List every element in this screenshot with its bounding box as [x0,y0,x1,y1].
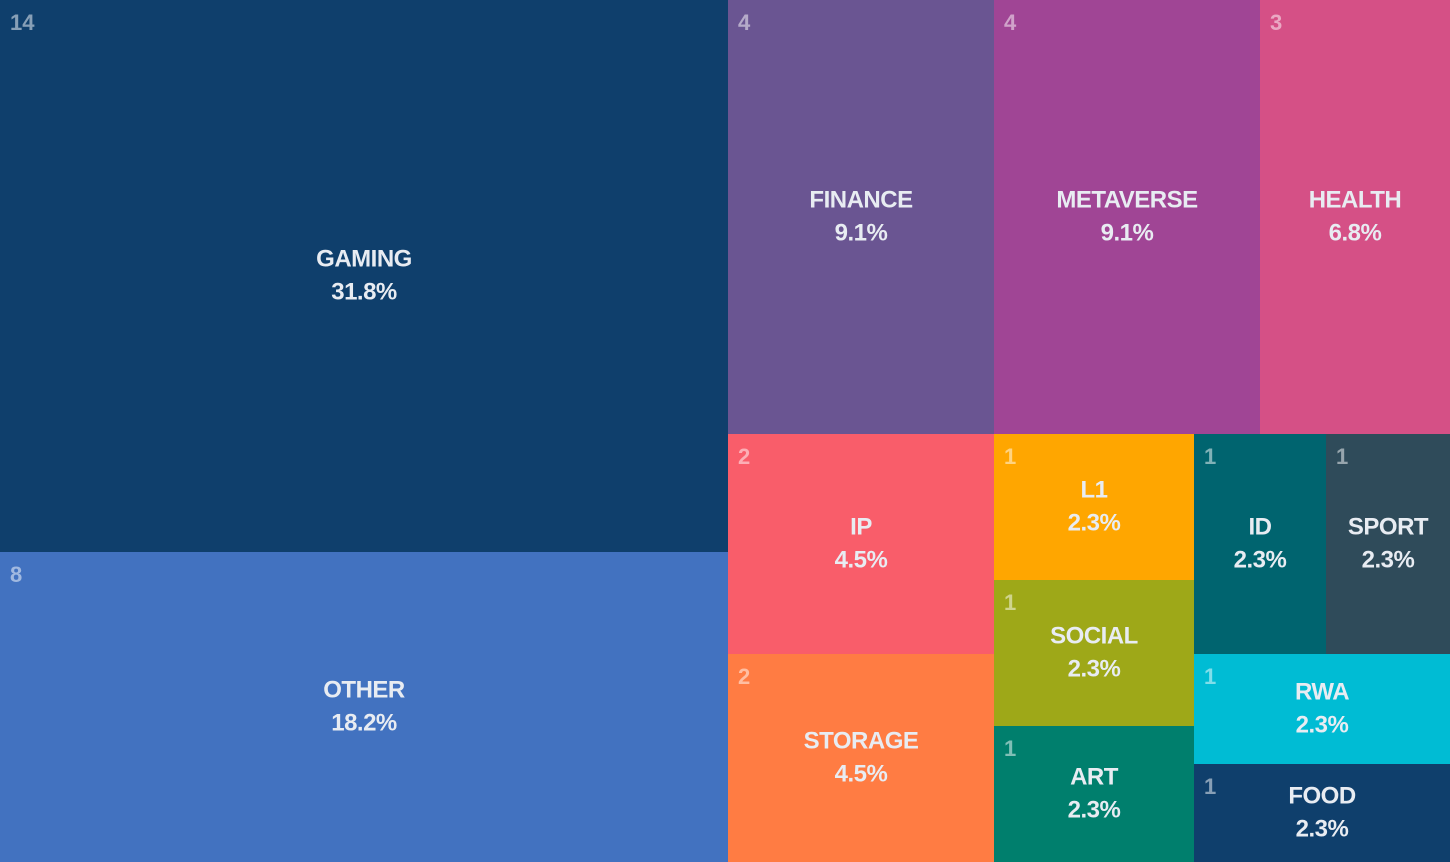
tile-share: 4.5% [835,760,888,787]
tile [728,0,994,434]
tile [728,434,994,654]
tile-label: ID [1249,513,1272,540]
tile-share: 2.3% [1296,711,1349,738]
tile-count: 8 [10,562,22,587]
tile-count: 1 [1004,590,1016,615]
tile-label: SPORT [1348,513,1429,540]
tile-share: 2.3% [1234,546,1287,573]
tile-share: 2.3% [1296,815,1349,842]
tile-label: SOCIAL [1050,622,1138,649]
tile-label: STORAGE [804,727,919,754]
tile-label: FINANCE [809,186,913,213]
tile-count: 14 [10,10,35,35]
tile-count: 4 [1004,10,1017,35]
tile [994,0,1260,434]
tile-label: RWA [1295,678,1349,705]
tile-share: 4.5% [835,546,888,573]
tile [994,726,1194,862]
tile-count: 4 [738,10,751,35]
tile-label: ART [1070,763,1119,790]
tile-share: 2.3% [1068,796,1121,823]
tile-count: 1 [1004,444,1016,469]
tile-share: 18.2% [331,709,397,736]
tile [0,0,728,552]
tile-count: 1 [1004,736,1016,761]
tile [728,654,994,862]
tile [1194,764,1450,862]
tile-label: FOOD [1288,782,1355,809]
tile-share: 2.3% [1362,546,1415,573]
tile-share: 9.1% [835,219,888,246]
tile-count: 2 [738,444,750,469]
tile [1194,434,1326,654]
tile-label: METAVERSE [1056,186,1198,213]
tile-label: IP [850,513,872,540]
tile [1326,434,1450,654]
tile [1260,0,1450,434]
tile-share: 9.1% [1101,219,1154,246]
tile-label: GAMING [316,245,412,272]
tile-share: 2.3% [1068,509,1121,536]
tile-count: 1 [1204,664,1216,689]
tile-count: 1 [1204,444,1216,469]
tile-label: HEALTH [1309,186,1402,213]
tile-count: 3 [1270,10,1282,35]
tile-label: OTHER [323,676,405,703]
tile [0,552,728,862]
tile-share: 6.8% [1329,219,1382,246]
tile-label: L1 [1080,476,1107,503]
tile [1194,654,1450,764]
tile-count: 1 [1204,774,1216,799]
tile-count: 2 [738,664,750,689]
tile [994,434,1194,580]
tile [994,580,1194,726]
tile-share: 31.8% [331,278,397,305]
tile-share: 2.3% [1068,655,1121,682]
tile-count: 1 [1336,444,1348,469]
